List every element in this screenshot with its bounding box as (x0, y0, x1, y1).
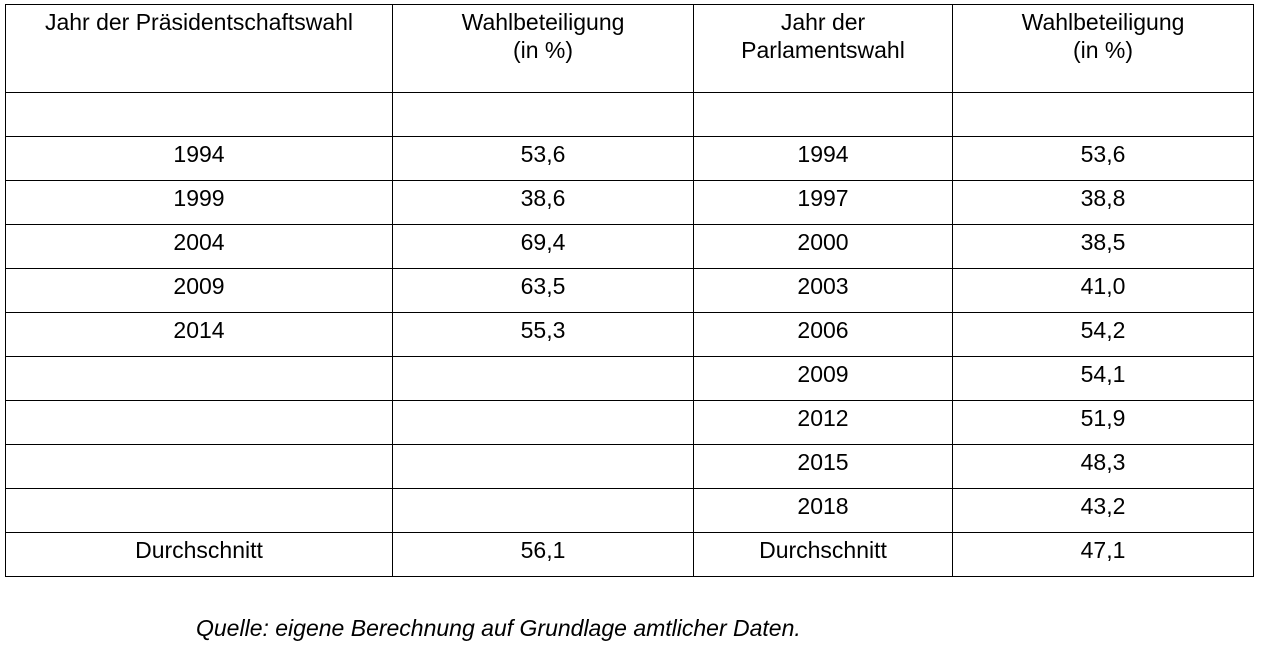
parliamentary-turnout-cell (952, 92, 1254, 137)
table-row: 2012 51,9 (5, 400, 1254, 445)
parliamentary-turnout-cell: 53,6 (952, 136, 1254, 181)
parliamentary-average-label: Durchschnitt (693, 532, 953, 577)
presidential-turnout-cell: 55,3 (392, 312, 694, 357)
source-note: Quelle: eigene Berechnung auf Grundlage … (196, 615, 801, 641)
table-row: 2004 69,4 2000 38,5 (5, 224, 1254, 269)
header-parliamentary-year: Jahr der Parlamentswahl (693, 4, 953, 93)
table-row: 2009 63,5 2003 41,0 (5, 268, 1254, 313)
presidential-year-cell: 1999 (5, 180, 393, 225)
parliamentary-turnout-cell: 54,2 (952, 312, 1254, 357)
presidential-turnout-cell: 69,4 (392, 224, 694, 269)
parliamentary-year-cell: 2000 (693, 224, 953, 269)
parliamentary-turnout-cell: 41,0 (952, 268, 1254, 313)
parliamentary-year-cell: 1994 (693, 136, 953, 181)
parliamentary-year-cell: 2009 (693, 356, 953, 401)
presidential-turnout-cell (392, 356, 694, 401)
parliamentary-year-cell: 2006 (693, 312, 953, 357)
presidential-turnout-cell (392, 444, 694, 489)
presidential-average-value: 56,1 (392, 532, 694, 577)
turnout-table: Jahr der Präsidentschaftswahl Wahlbeteil… (5, 4, 1254, 577)
table-row: 1999 38,6 1997 38,8 (5, 180, 1254, 225)
table-row: 1994 53,6 1994 53,6 (5, 136, 1254, 181)
presidential-year-cell (5, 488, 393, 533)
presidential-year-cell (5, 444, 393, 489)
header-presidential-year: Jahr der Präsidentschaftswahl (5, 4, 393, 93)
parliamentary-turnout-cell: 54,1 (952, 356, 1254, 401)
presidential-year-cell: 1994 (5, 136, 393, 181)
presidential-turnout-cell (392, 92, 694, 137)
table-row (5, 92, 1254, 137)
presidential-turnout-cell (392, 488, 694, 533)
presidential-year-cell: 2009 (5, 268, 393, 313)
average-row: Durchschnitt 56,1 Durchschnitt 47,1 (5, 532, 1254, 577)
presidential-year-cell (5, 92, 393, 137)
parliamentary-turnout-cell: 43,2 (952, 488, 1254, 533)
presidential-turnout-cell (392, 400, 694, 445)
presidential-turnout-cell: 38,6 (392, 180, 694, 225)
parliamentary-year-cell: 2003 (693, 268, 953, 313)
header-parliamentary-turnout: Wahlbeteiligung (in %) (952, 4, 1254, 93)
parliamentary-year-cell (693, 92, 953, 137)
presidential-average-label: Durchschnitt (5, 532, 393, 577)
table-row: 2018 43,2 (5, 488, 1254, 533)
table-row: 2009 54,1 (5, 356, 1254, 401)
presidential-year-cell (5, 400, 393, 445)
parliamentary-average-value: 47,1 (952, 532, 1254, 577)
parliamentary-turnout-cell: 51,9 (952, 400, 1254, 445)
presidential-year-cell: 2014 (5, 312, 393, 357)
parliamentary-year-cell: 2012 (693, 400, 953, 445)
parliamentary-year-cell: 2018 (693, 488, 953, 533)
header-row: Jahr der Präsidentschaftswahl Wahlbeteil… (5, 4, 1254, 93)
presidential-turnout-cell: 63,5 (392, 268, 694, 313)
presidential-turnout-cell: 53,6 (392, 136, 694, 181)
parliamentary-turnout-cell: 38,5 (952, 224, 1254, 269)
header-presidential-turnout: Wahlbeteiligung (in %) (392, 4, 694, 93)
table-row: 2014 55,3 2006 54,2 (5, 312, 1254, 357)
parliamentary-year-cell: 1997 (693, 180, 953, 225)
presidential-year-cell (5, 356, 393, 401)
parliamentary-year-cell: 2015 (693, 444, 953, 489)
table-row: 2015 48,3 (5, 444, 1254, 489)
presidential-year-cell: 2004 (5, 224, 393, 269)
parliamentary-turnout-cell: 38,8 (952, 180, 1254, 225)
parliamentary-turnout-cell: 48,3 (952, 444, 1254, 489)
